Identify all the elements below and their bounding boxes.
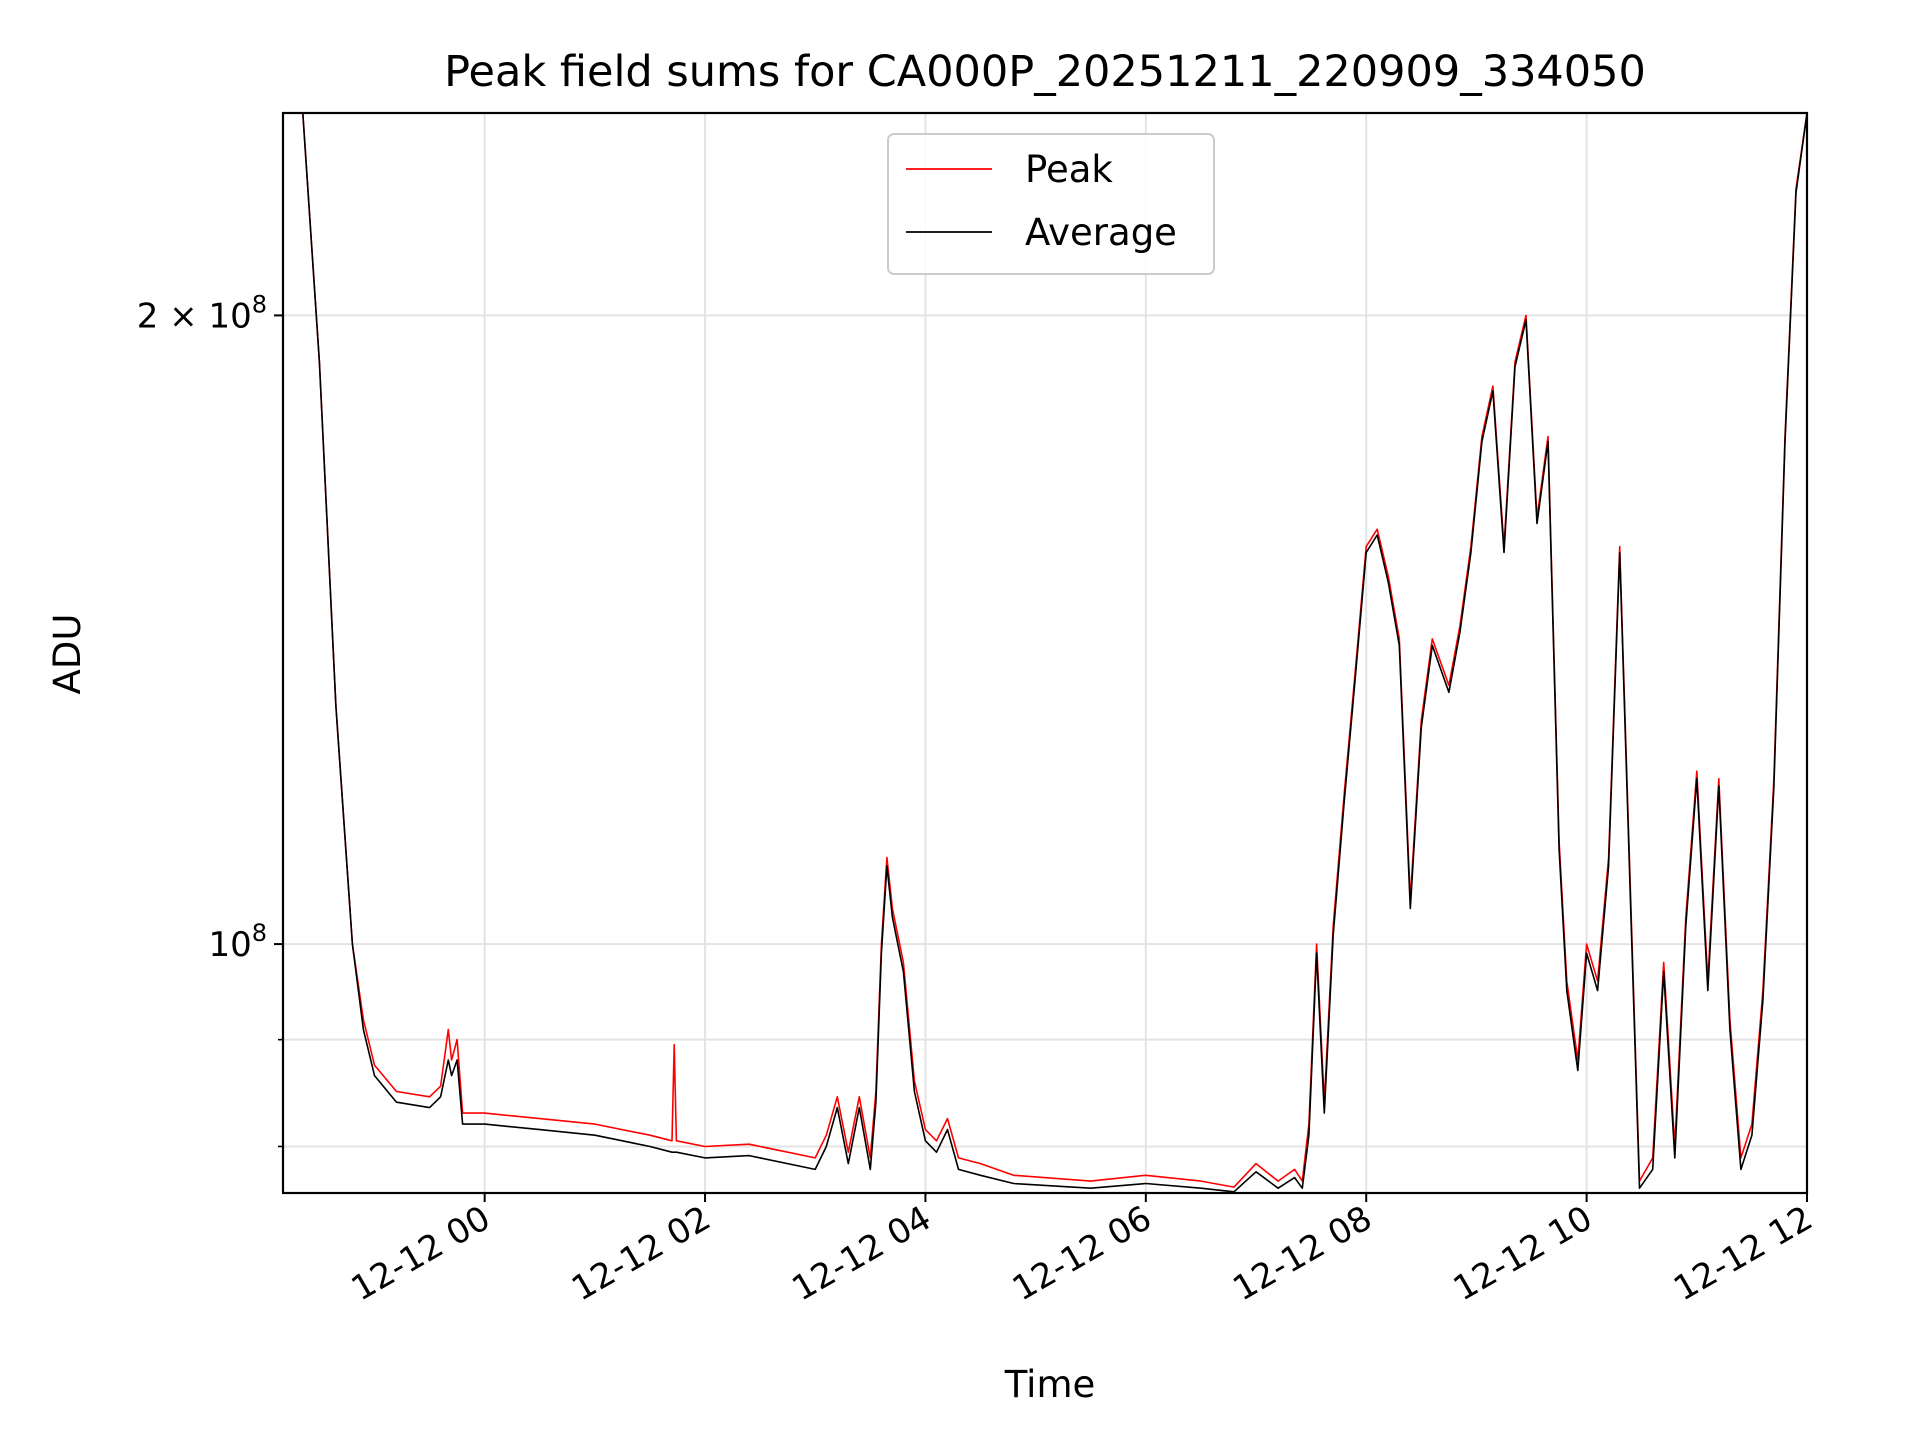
grid bbox=[283, 113, 1807, 1193]
legend: Peak Average bbox=[887, 133, 1215, 275]
legend-label-average: Average bbox=[1025, 211, 1177, 254]
chart-title: Peak field sums for CA000P_20251211_2209… bbox=[444, 47, 1646, 97]
series-layer bbox=[283, 113, 1807, 1193]
axes-frame bbox=[281, 111, 1809, 1195]
y-tick-label: 108 bbox=[208, 919, 267, 965]
x-axis-label: Time bbox=[1004, 1363, 1096, 1406]
y-axis-label: ADU bbox=[46, 614, 89, 695]
y-tick-label: 2 × 108 bbox=[137, 290, 267, 336]
legend-label-peak: Peak bbox=[1025, 148, 1113, 191]
series-line-average bbox=[283, 113, 1807, 1193]
